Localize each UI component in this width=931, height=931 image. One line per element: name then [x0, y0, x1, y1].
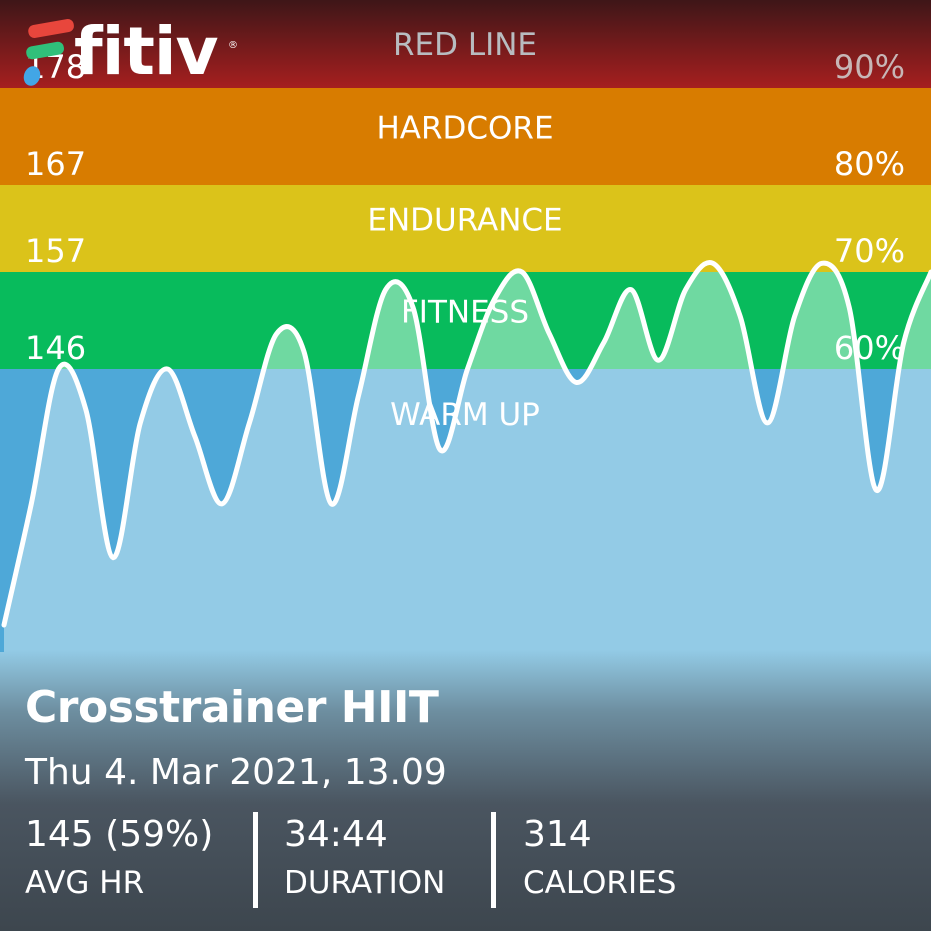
stat-duration-label: DURATION [284, 865, 446, 901]
stat-divider [253, 812, 258, 908]
zone-name-label: HARDCORE [376, 111, 553, 147]
zone-name-label: ENDURANCE [367, 203, 562, 239]
zone-bpm-label: 167 [25, 145, 86, 183]
zone-name-label: WARM UP [390, 397, 540, 433]
stat-avg-hr: 145 (59%) AVG HR [25, 812, 213, 908]
fitiv-logo-text: fitiv [74, 13, 219, 90]
stat-calories: 314 CALORIES [523, 812, 676, 908]
zone-percent-label: 90% [834, 48, 905, 86]
stat-divider [491, 812, 496, 908]
zone-bpm-label: 146 [25, 329, 86, 367]
zone-name-label: FITNESS [401, 295, 529, 331]
stat-calories-value: 314 [523, 814, 592, 855]
zone-percent-label: 70% [834, 232, 905, 270]
zone-bpm-label: 157 [25, 232, 86, 270]
zone-percent-label: 60% [834, 329, 905, 367]
workout-title: Crosstrainer HIIT [25, 682, 439, 733]
zone-band-hardcore [0, 88, 931, 185]
zone-percent-label: 80% [834, 145, 905, 183]
zone-band-endurance [0, 185, 931, 272]
fitiv-logo-mark-icon [23, 19, 74, 86]
stat-calories-label: CALORIES [523, 865, 677, 901]
zone-band-fitness [0, 272, 931, 369]
workout-summary-panel: Crosstrainer HIIT Thu 4. Mar 2021, 13.09… [0, 650, 931, 931]
zone-band-red-line [0, 0, 931, 88]
registered-mark: ® [228, 40, 238, 51]
stat-duration: 34:44 DURATION [284, 812, 445, 908]
fitiv-logo: fitiv ® [22, 13, 242, 90]
stat-duration-value: 34:44 [284, 814, 388, 855]
workout-date: Thu 4. Mar 2021, 13.09 [25, 752, 447, 793]
zone-name-label: RED LINE [393, 27, 537, 63]
stat-avg-hr-value: 145 (59%) [25, 814, 214, 855]
stat-avg-hr-label: AVG HR [25, 865, 145, 901]
hr-line [1, 260, 931, 628]
